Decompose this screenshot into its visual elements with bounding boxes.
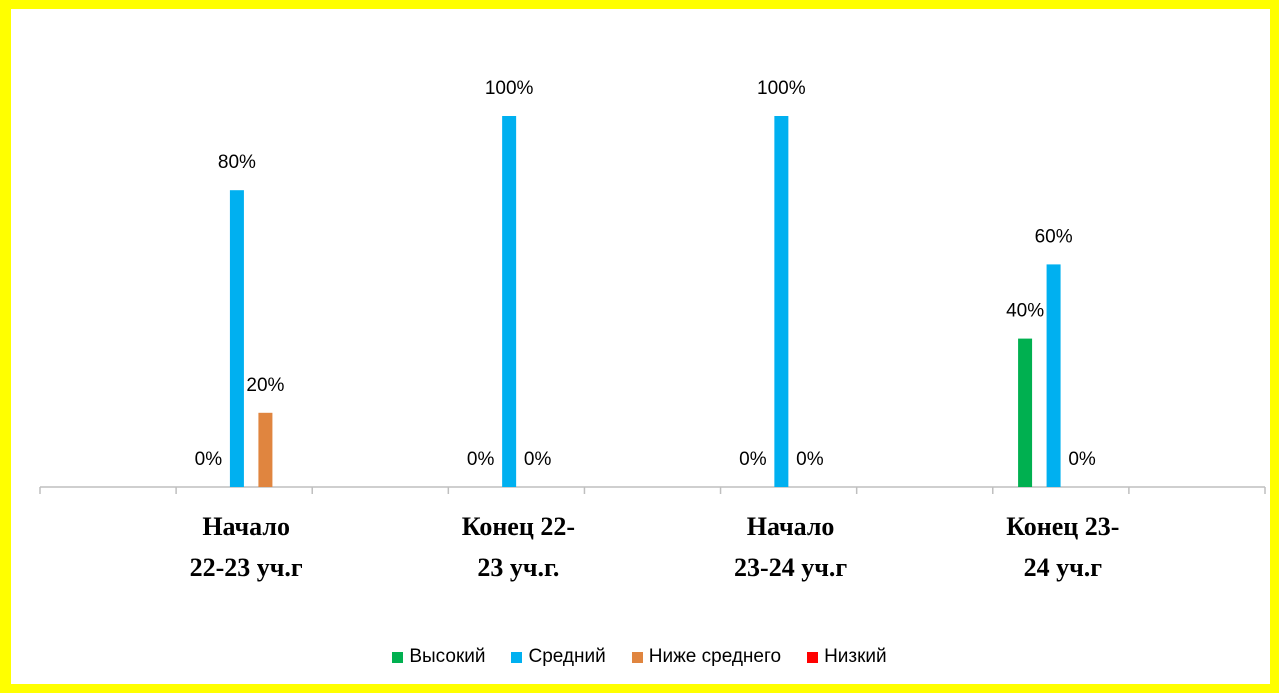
bar — [1018, 338, 1033, 487]
legend-swatch — [392, 651, 404, 663]
x-tick-label: Конец 22-23 уч.г. — [461, 512, 575, 582]
legend-label: Средний — [528, 646, 606, 667]
data-label: 40% — [1006, 301, 1044, 322]
bar — [229, 190, 244, 487]
legend-label: Ниже среднего — [648, 646, 782, 667]
x-tick-label: Конец 23-24 уч.г — [1006, 512, 1120, 582]
legend-swatch — [511, 651, 523, 663]
data-label: 0% — [524, 449, 552, 470]
data-label: 0% — [739, 449, 767, 470]
data-label: 0% — [1068, 449, 1096, 470]
data-label: 80% — [218, 152, 256, 173]
data-label: 0% — [195, 449, 223, 470]
data-label: 100% — [757, 78, 806, 99]
legend-item: Ниже среднего — [631, 646, 782, 668]
bar — [1046, 264, 1061, 487]
bar — [258, 412, 273, 487]
data-label: 20% — [246, 375, 284, 396]
data-label: 0% — [796, 449, 824, 470]
legend-label: Низкий — [824, 646, 887, 667]
data-label: 0% — [467, 449, 495, 470]
legend-swatch — [631, 651, 643, 663]
legend: Высокий Средний Ниже среднего Низкий — [0, 646, 1279, 668]
legend-item: Низкий — [807, 646, 887, 668]
legend-swatch — [807, 651, 819, 663]
data-label: 60% — [1035, 226, 1073, 247]
bar — [502, 116, 517, 487]
legend-item: Высокий — [392, 646, 485, 668]
x-tick-label: Начало 23-24 уч.г — [734, 512, 848, 582]
legend-item: Средний — [511, 646, 606, 668]
legend-label: Высокий — [409, 646, 486, 667]
x-tick-label: Начало 22-23 уч.г — [189, 512, 303, 582]
bar — [774, 116, 789, 487]
data-label: 100% — [485, 78, 534, 99]
